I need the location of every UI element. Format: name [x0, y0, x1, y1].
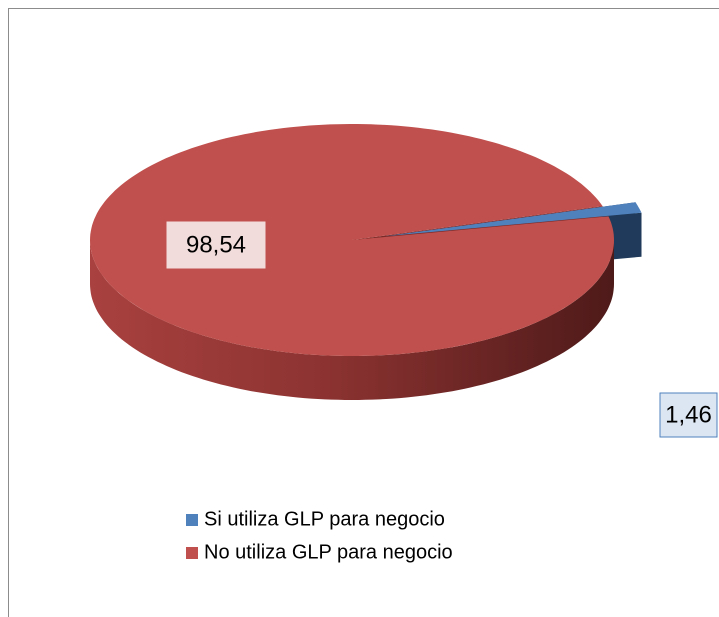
slice [384, 202, 642, 237]
value-label: 1,46 [665, 401, 712, 428]
labels: 1,46 98,54 [166, 221, 718, 438]
pie [90, 124, 642, 400]
legend-swatch [186, 514, 198, 526]
slice [90, 124, 614, 356]
legend-label: No utiliza GLP para negocio [204, 541, 453, 563]
value-label: 98,54 [186, 231, 246, 258]
value-label-box [659, 392, 718, 438]
chart-frame [8, 8, 719, 617]
legend-label: Si utiliza GLP para negocio [204, 508, 445, 530]
legend: Si utiliza GLP para negocio No utiliza GL… [186, 508, 453, 563]
slice-side [90, 240, 614, 400]
legend-swatch [186, 547, 198, 559]
value-label-box [166, 221, 266, 269]
